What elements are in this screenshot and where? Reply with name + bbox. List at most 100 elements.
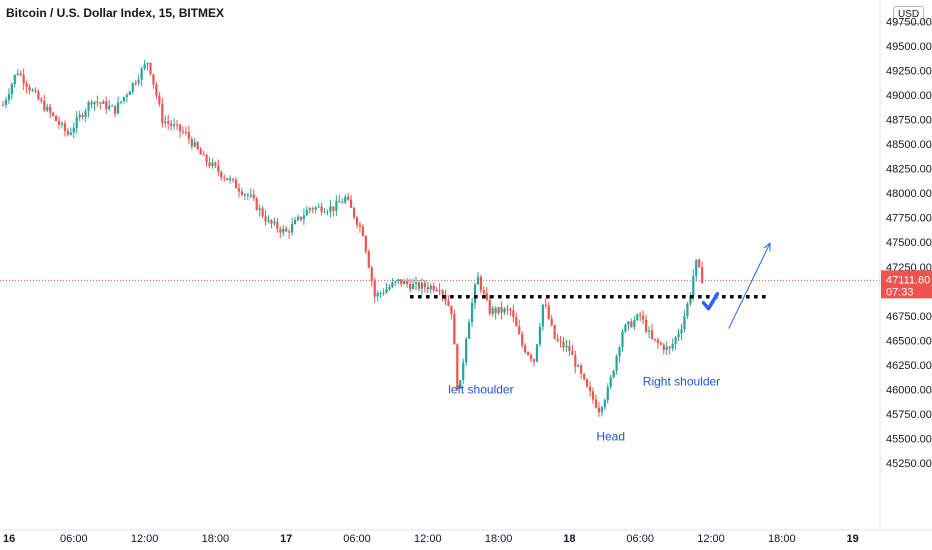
candle <box>376 290 379 302</box>
candle <box>633 315 636 330</box>
candle-body <box>367 251 370 268</box>
candle <box>453 309 456 345</box>
candle <box>600 405 603 417</box>
candle-body <box>680 329 683 334</box>
candle-body <box>621 331 624 348</box>
price-tick-label: 48250.00 <box>886 164 932 176</box>
candle-body <box>125 94 128 98</box>
candle-body <box>521 334 524 346</box>
price-tick-label: 47750.00 <box>886 213 932 225</box>
candle-body <box>329 206 332 212</box>
candle <box>527 350 530 356</box>
time-tick-label: 18:00 <box>202 533 230 545</box>
candle-body <box>665 346 668 351</box>
candle-body <box>406 281 409 284</box>
candle <box>529 352 533 363</box>
candle <box>659 340 662 346</box>
candle <box>456 343 459 391</box>
candle-body <box>243 194 246 196</box>
candle <box>249 188 252 199</box>
candle <box>394 280 397 286</box>
candle <box>352 207 356 220</box>
candle <box>137 74 140 87</box>
candle <box>680 323 683 340</box>
candle-body <box>388 287 391 290</box>
candle-body <box>7 94 10 100</box>
candle-body <box>229 178 232 180</box>
last-price-label-box <box>881 270 932 299</box>
candle <box>671 338 674 352</box>
candle-body <box>347 196 350 200</box>
candles <box>1 59 704 417</box>
candle-body <box>314 207 317 210</box>
price-tick-label: 45250.00 <box>886 458 932 470</box>
candle-body <box>650 330 654 339</box>
candle <box>535 343 539 363</box>
currency-badge[interactable]: USD <box>893 6 925 24</box>
candle-body <box>111 105 114 107</box>
candle <box>81 112 84 120</box>
candle-body <box>199 149 202 155</box>
candle <box>223 174 226 182</box>
candle <box>264 210 267 226</box>
time-tick-label: 18:00 <box>485 533 513 545</box>
candle <box>288 228 291 239</box>
candle-body <box>594 399 598 408</box>
candle <box>37 89 40 101</box>
candle <box>84 108 87 122</box>
price-tick-label: 46750.00 <box>886 311 932 323</box>
time-tick-label: 17 <box>280 533 292 545</box>
candle-body <box>87 102 90 112</box>
candle-body <box>571 351 574 355</box>
candle-body <box>320 206 323 213</box>
candle <box>52 111 55 118</box>
candle-body <box>220 171 223 178</box>
candle <box>432 282 435 293</box>
candle <box>586 378 589 388</box>
candle <box>22 68 25 91</box>
candle <box>630 318 633 328</box>
candle-body <box>556 338 559 341</box>
candle <box>232 178 235 183</box>
candle <box>28 84 31 95</box>
candle-body <box>509 309 512 311</box>
candle-body <box>591 391 595 400</box>
candle <box>229 175 232 184</box>
candle <box>299 216 303 222</box>
candle <box>583 373 586 381</box>
candle <box>591 387 595 405</box>
candle-body <box>202 154 205 156</box>
time-axis[interactable]: 16 06:00 12:00 18:00 17 06:00 12:00 18:00 18 06:0… <box>3 533 859 545</box>
candle <box>344 194 347 205</box>
candle-body <box>465 338 468 363</box>
candle <box>108 99 111 111</box>
candle <box>668 345 671 355</box>
candle <box>636 313 639 322</box>
candle <box>547 301 550 320</box>
candle-body <box>264 216 267 222</box>
candle <box>606 383 609 404</box>
candle <box>125 92 128 103</box>
candle <box>270 219 273 229</box>
candle <box>66 127 69 137</box>
candle-body <box>597 407 600 413</box>
candle-body <box>234 179 238 189</box>
price-axis[interactable]: 45250.00 45500.00 45750.00 46000.00 46250.00… <box>886 16 932 470</box>
candle <box>293 216 297 225</box>
candle-body <box>468 322 471 339</box>
candle <box>639 311 642 322</box>
candle-body <box>645 319 648 332</box>
candle <box>350 194 353 209</box>
candle-body <box>544 304 547 306</box>
candle <box>161 97 164 128</box>
price-tick-label: 46000.00 <box>886 384 932 396</box>
candle-body <box>417 282 421 289</box>
candle <box>273 217 276 226</box>
candle <box>414 276 418 291</box>
candle <box>96 95 99 107</box>
candle-body <box>49 106 52 113</box>
candle-body <box>586 379 589 387</box>
candle <box>13 74 16 88</box>
candle-body <box>288 231 291 233</box>
